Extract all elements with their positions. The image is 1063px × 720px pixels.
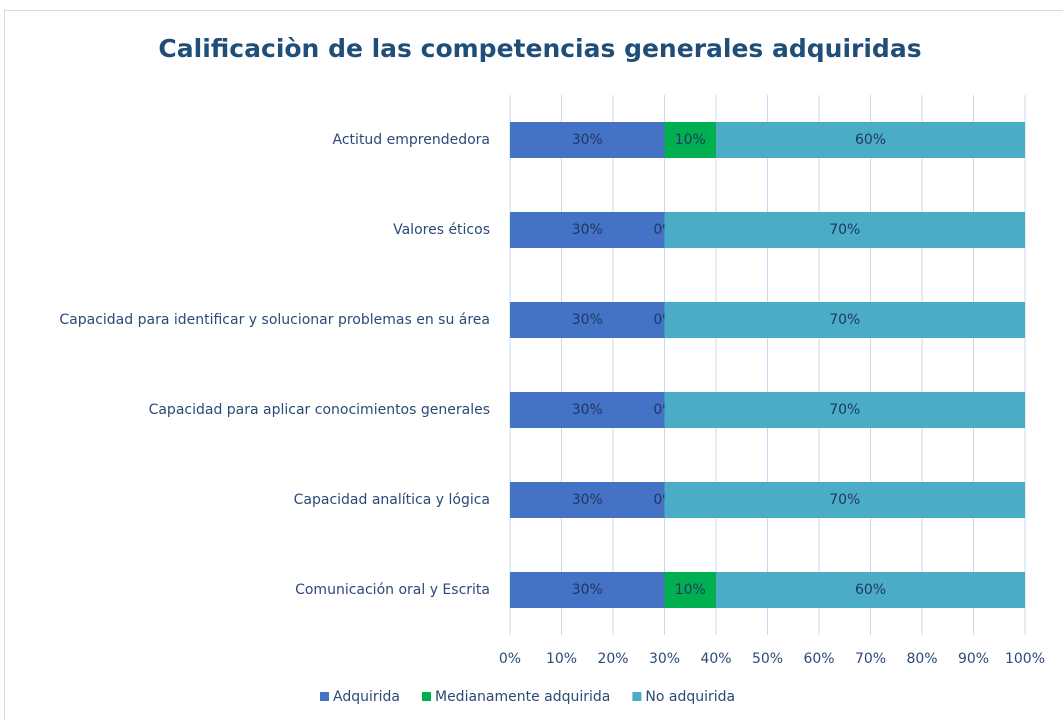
legend-label: Medianamente adquirida [435,689,610,705]
x-tick-label: 60% [803,651,834,667]
legend-label: Adquirida [333,689,400,705]
x-tick-label: 70% [855,651,886,667]
y-tick-label: Capacidad para identificar y solucionar … [59,312,490,328]
bar-segment [664,212,1025,248]
legend-swatch [421,692,431,701]
y-tick-label: Actitud emprendedora [333,132,490,148]
data-label: 30% [572,402,603,418]
bar-segment [664,392,1025,428]
x-tick-label: 30% [649,651,680,667]
x-tick-label: 0% [499,651,521,667]
legend-label: No adquirida [645,689,735,705]
chart-title: Calificaciòn de las competencias general… [158,34,921,63]
bar-segment [716,122,1025,158]
data-label: 60% [855,132,886,148]
data-label: 60% [855,582,886,598]
data-label: 30% [572,222,603,238]
bar-segment [510,482,665,518]
bar-segment [664,482,1025,518]
bar-segment [664,122,716,158]
data-label: 70% [829,402,860,418]
data-label: 70% [829,492,860,508]
x-tick-label: 20% [597,651,628,667]
x-tick-label: 10% [546,651,577,667]
x-tick-label: 80% [906,651,937,667]
legend-swatch [320,692,329,701]
y-tick-label: Capacidad para aplicar conocimientos gen… [149,402,490,418]
data-label: 30% [572,132,603,148]
y-tick-label: Valores éticos [393,222,490,238]
bar-segment [510,302,665,338]
data-label: 10% [675,132,706,148]
bar-segment [664,572,716,608]
bar-segment [510,212,665,248]
x-tick-label: 90% [958,651,989,667]
data-label: 10% [675,582,706,598]
bar-segment [510,392,665,428]
data-label: 30% [572,312,603,328]
data-label: 70% [829,312,860,328]
bar-segment [664,302,1025,338]
y-tick-label: Capacidad analítica y lógica [294,492,490,508]
x-tick-label: 100% [1005,651,1045,667]
x-tick-label: 50% [752,651,783,667]
data-label: 70% [829,222,860,238]
bar-segment [510,572,665,608]
bar-segment [510,122,665,158]
chart-border [4,10,1063,720]
data-label: 30% [572,582,603,598]
data-label: 30% [572,492,603,508]
bar-segment [716,572,1025,608]
legend-swatch [632,692,642,701]
x-tick-label: 40% [700,651,731,667]
y-tick-label: Comunicación oral y Escrita [295,582,490,598]
